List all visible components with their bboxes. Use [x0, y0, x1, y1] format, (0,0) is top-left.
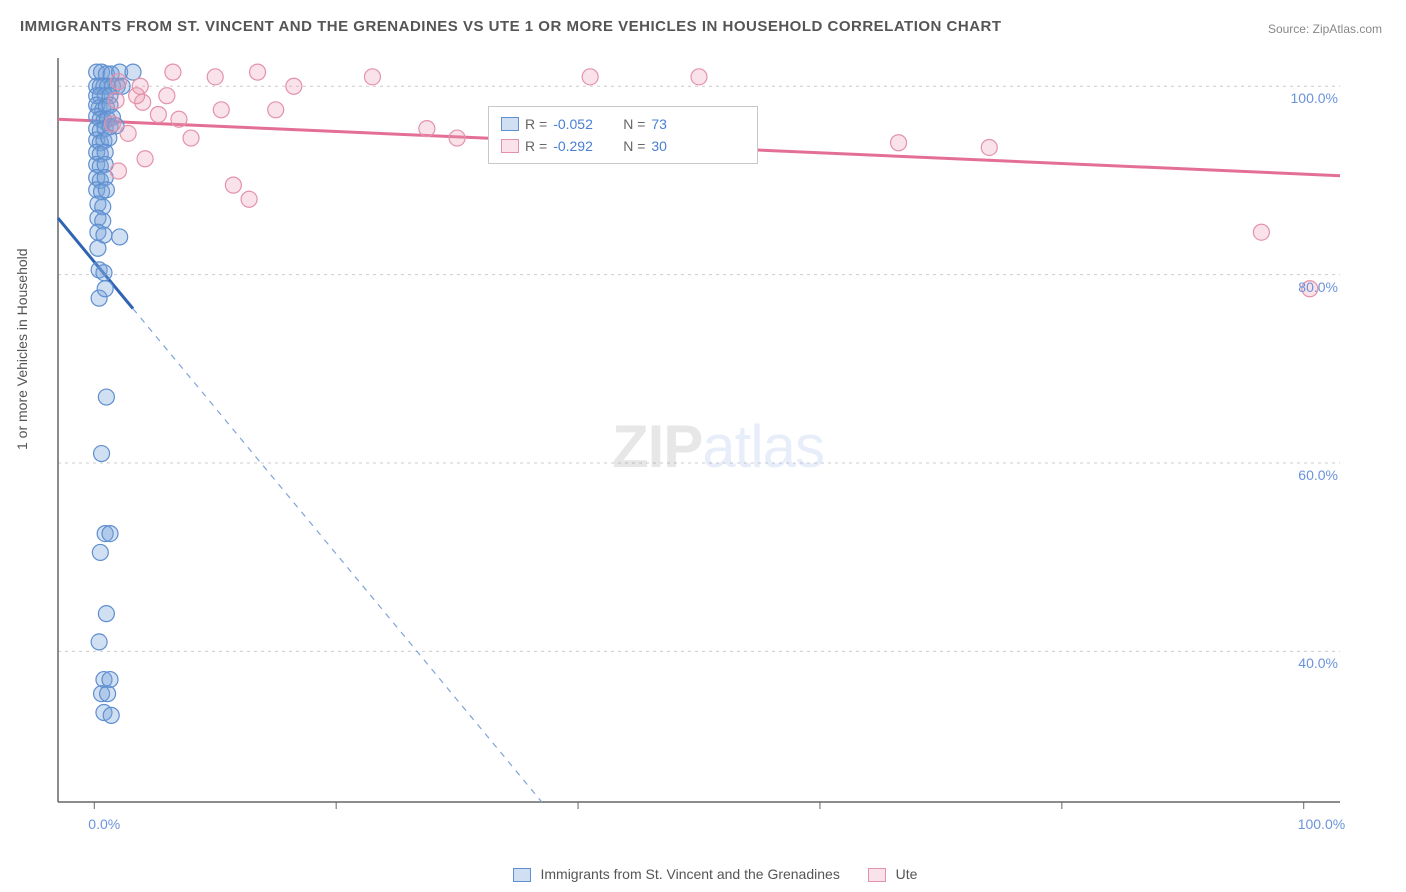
- x-tick-label: 0.0%: [88, 816, 120, 832]
- legend-label-series1: Immigrants from St. Vincent and the Gren…: [540, 866, 839, 882]
- source-attribution: Source: ZipAtlas.com: [1268, 22, 1382, 36]
- legend-row-series1: R = -0.052 N = 73: [501, 113, 745, 135]
- legend-label-series2: Ute: [896, 866, 918, 882]
- legend-row-series2: R = -0.292 N = 30: [501, 135, 745, 157]
- x-tick-label: 100.0%: [1298, 816, 1345, 832]
- legend-swatch-series2: [868, 868, 886, 882]
- legend-swatch-series1: [501, 117, 519, 131]
- legend-stats-box: R = -0.052 N = 73 R = -0.292 N = 30: [488, 106, 758, 164]
- y-tick-label: 40.0%: [1298, 655, 1338, 671]
- r-value-series1: -0.052: [553, 116, 601, 132]
- source-link[interactable]: ZipAtlas.com: [1313, 22, 1382, 36]
- r-value-series2: -0.292: [553, 138, 601, 154]
- y-tick-label: 80.0%: [1298, 279, 1338, 295]
- r-label: R =: [525, 138, 547, 154]
- n-value-series1: 73: [651, 116, 699, 132]
- legend-swatch-series1: [513, 868, 531, 882]
- n-value-series2: 30: [651, 138, 699, 154]
- y-tick-label: 100.0%: [1291, 90, 1338, 106]
- r-label: R =: [525, 116, 547, 132]
- legend-bottom: Immigrants from St. Vincent and the Gren…: [0, 866, 1406, 882]
- scatter-chart: [48, 50, 1388, 850]
- legend-swatch-series2: [501, 139, 519, 153]
- n-label: N =: [623, 138, 645, 154]
- source-prefix: Source:: [1268, 22, 1313, 36]
- y-axis-label: 1 or more Vehicles in Household: [14, 248, 30, 450]
- n-label: N =: [623, 116, 645, 132]
- y-tick-label: 60.0%: [1298, 467, 1338, 483]
- chart-area: ZIPatlas R = -0.052 N = 73 R = -0.292 N …: [48, 50, 1388, 850]
- chart-title: IMMIGRANTS FROM ST. VINCENT AND THE GREN…: [20, 18, 1002, 35]
